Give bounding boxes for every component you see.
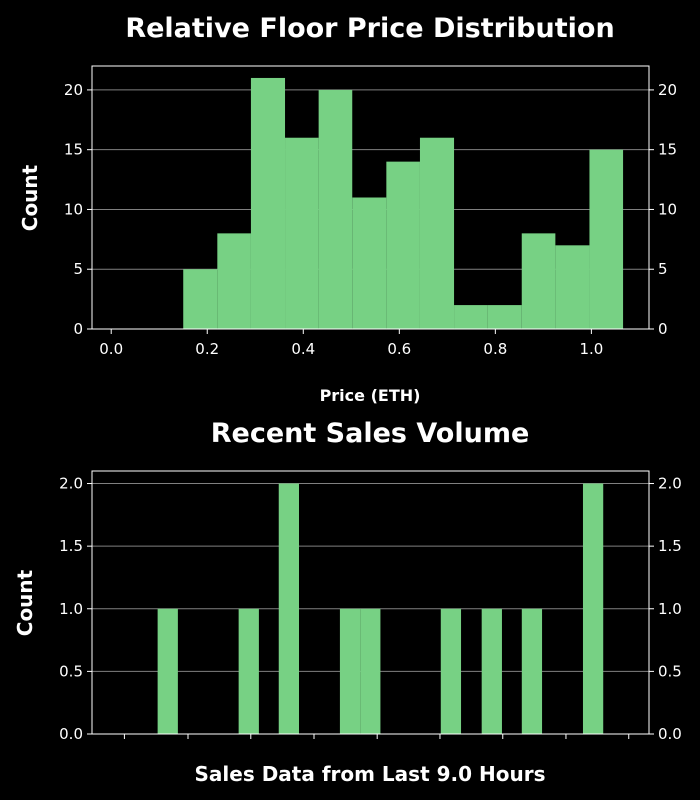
sales-volume-y-tick-label-left: 1.0 (59, 600, 83, 618)
floor-price-chart: Relative Floor Price Distribution 0 0 5 5 10… (18, 13, 677, 405)
sales-volume-bar (360, 608, 381, 734)
sales-volume-bar (521, 608, 543, 734)
sales-volume-y-tick-label-left: 2.0 (59, 475, 83, 493)
floor-price-bars (183, 77, 624, 329)
sales-volume-ticks: 0.0 0.0 0.5 0.5 1.0 1.0 1.5 1.5 2.0 2.0 (59, 475, 682, 743)
floor-price-bar (589, 149, 624, 329)
floor-price-bar (555, 245, 590, 329)
floor-price-title: Relative Floor Price Distribution (125, 13, 614, 44)
floor-price-y-tick-label-right: 15 (658, 141, 677, 159)
floor-price-x-axis-label: Price (ETH) (320, 386, 421, 405)
sales-volume-y-tick-label-right: 0.5 (658, 662, 682, 680)
sales-volume-y-tick-label-left: 1.5 (59, 537, 83, 555)
floor-price-bar (386, 161, 420, 329)
floor-price-y-tick-label-left: 10 (64, 200, 83, 218)
sales-volume-bar (157, 608, 178, 734)
sales-volume-bar (440, 608, 462, 734)
sales-volume-gridlines (92, 483, 649, 672)
sales-volume-bar (238, 608, 259, 734)
floor-price-bar (318, 89, 353, 329)
floor-price-y-tick-label-right: 0 (658, 320, 668, 338)
sales-volume-y-tick-label-right: 0.0 (658, 725, 682, 743)
floor-price-bar (521, 233, 556, 329)
floor-price-x-tick-label: 0.4 (291, 340, 315, 358)
floor-price-x-tick-label: 0.6 (387, 340, 411, 358)
floor-price-y-tick-label-left: 20 (64, 81, 83, 99)
floor-price-ticks: 0 0 5 5 10 10 15 15 20 20 0.0 0.2 0.4 0.6 0.8 1.0 (64, 81, 677, 358)
floor-price-y-tick-label-right: 10 (658, 200, 677, 218)
sales-volume-chart: Recent Sales Volume 0.0 0.0 0.5 0.5 1.0 1.0 1.… (13, 418, 682, 786)
floor-price-bar (487, 305, 522, 329)
sales-volume-y-axis-label: Count (13, 569, 37, 636)
floor-price-y-tick-label-left: 15 (64, 141, 83, 159)
floor-price-bar (419, 137, 455, 329)
floor-price-x-tick-label: 0.8 (483, 340, 507, 358)
floor-price-bar (285, 137, 319, 329)
floor-price-bar (454, 305, 488, 329)
sales-volume-bar (582, 483, 604, 734)
floor-price-bar (217, 233, 251, 329)
floor-price-plot-frame (91, 65, 650, 330)
sales-volume-title: Recent Sales Volume (211, 418, 530, 449)
sales-volume-x-axis-label: Sales Data from Last 9.0 Hours (195, 762, 546, 786)
floor-price-y-tick-label-left: 0 (73, 320, 83, 338)
floor-price-y-axis-label: Count (18, 164, 42, 231)
floor-price-bar (250, 77, 286, 329)
sales-volume-y-tick-label-right: 2.0 (658, 475, 682, 493)
sales-volume-y-tick-label-left: 0.5 (59, 662, 83, 680)
sales-volume-bar (481, 608, 502, 734)
sales-volume-bars (157, 483, 604, 734)
floor-price-bar (183, 269, 218, 329)
floor-price-x-tick-label: 0.2 (195, 340, 219, 358)
floor-price-y-tick-label-left: 5 (73, 260, 83, 278)
sales-volume-y-tick-label-right: 1.5 (658, 537, 682, 555)
floor-price-bar (352, 197, 387, 329)
floor-price-x-tick-label: 0.0 (99, 340, 123, 358)
floor-price-x-tick-label: 1.0 (579, 340, 603, 358)
sales-volume-y-tick-label-right: 1.0 (658, 600, 682, 618)
sales-volume-plot-frame (91, 470, 650, 735)
floor-price-y-tick-label-right: 5 (658, 260, 668, 278)
floor-price-y-tick-label-right: 20 (658, 81, 677, 99)
sales-volume-y-tick-label-left: 0.0 (59, 725, 83, 743)
sales-volume-bar (339, 608, 361, 734)
sales-volume-bar (278, 483, 300, 734)
